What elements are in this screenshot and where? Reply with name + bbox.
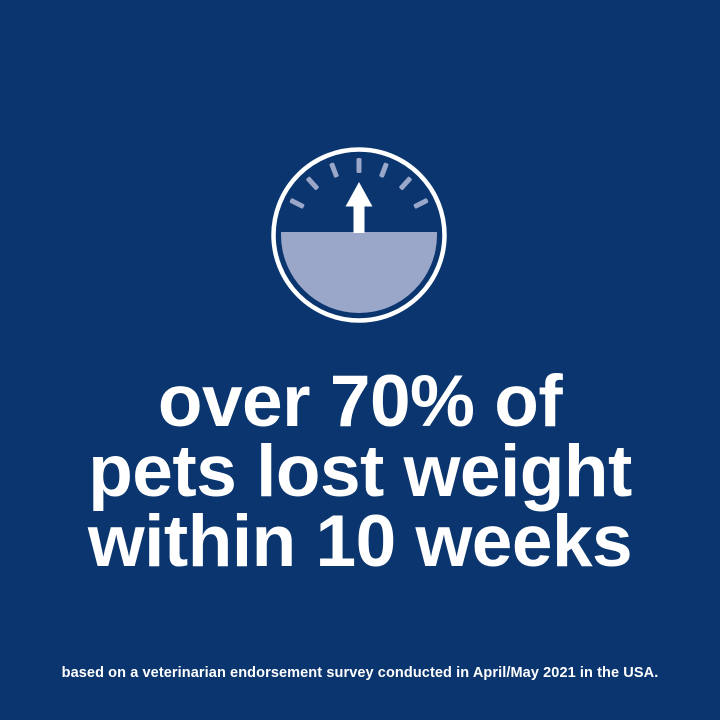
gauge-tick xyxy=(329,162,339,178)
gauge-svg xyxy=(271,147,447,323)
headline: over 70% of pets lost weight within 10 w… xyxy=(0,361,720,582)
gauge-tick xyxy=(399,176,412,190)
gauge-tick xyxy=(379,162,389,178)
gauge-tick xyxy=(413,198,429,209)
disclaimer-text: based on a veterinarian endorsement surv… xyxy=(61,665,659,681)
up-arrow-icon xyxy=(345,182,373,233)
gauge-ticks xyxy=(289,158,429,209)
gauge-half-disc xyxy=(281,232,437,313)
gauge-tick xyxy=(356,158,362,173)
headline-line-1: over 70% of xyxy=(157,361,563,442)
weight-gauge-icon xyxy=(263,139,455,331)
gauge-tick xyxy=(306,176,319,190)
gauge-circle-outline xyxy=(271,147,447,323)
headline-line-2: pets lost weight xyxy=(88,431,632,512)
headline-line-3: within 10 weeks xyxy=(87,501,633,582)
gauge-tick xyxy=(289,198,305,209)
